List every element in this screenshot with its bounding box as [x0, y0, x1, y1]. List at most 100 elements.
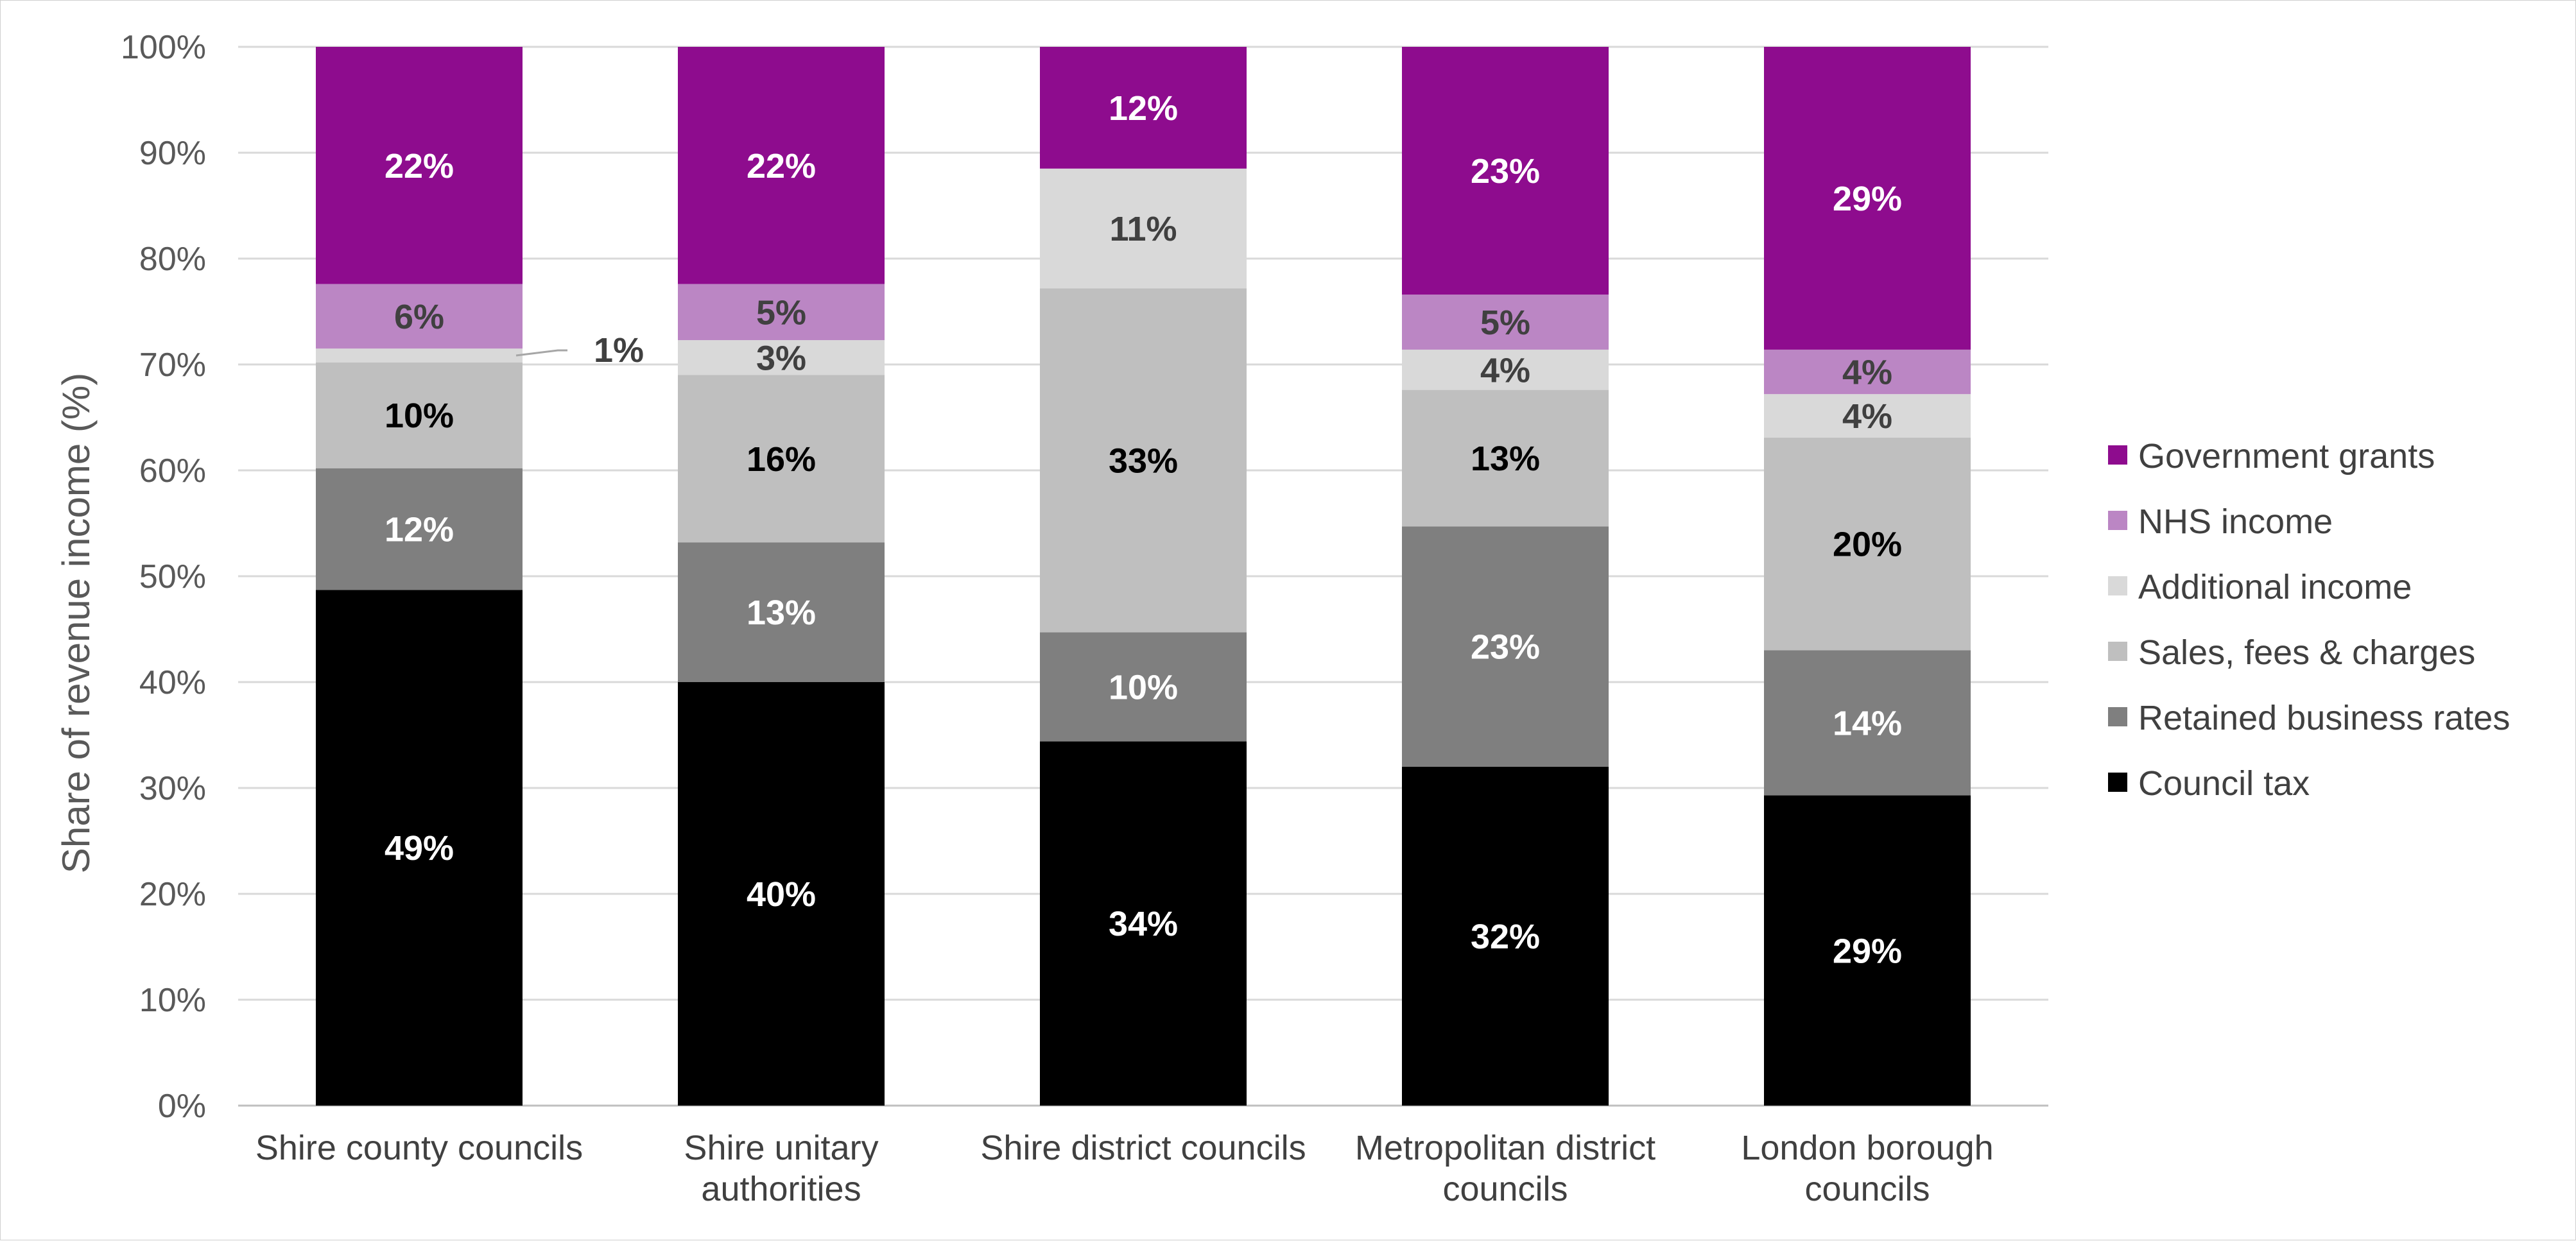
category-label: Metropolitan district councils	[1355, 1129, 1655, 1208]
bar-segment	[678, 375, 885, 543]
legend-label: Additional income	[2138, 568, 2412, 606]
y-tick-label: 60%	[139, 452, 206, 490]
bar-segment	[316, 47, 523, 284]
category-label-line: authorities	[701, 1170, 861, 1208]
bar-segment	[1402, 295, 1609, 350]
bar-segment	[316, 284, 523, 349]
data-label: 23%	[1471, 628, 1540, 667]
bar-segment	[678, 542, 885, 682]
data-label: 12%	[385, 511, 454, 549]
bar-segment	[1764, 650, 1971, 796]
bar-segment	[1402, 47, 1609, 295]
bar-segment	[316, 468, 523, 590]
data-label: 6%	[394, 298, 444, 336]
bar-segment	[1040, 168, 1247, 289]
bar-segment	[678, 340, 885, 375]
data-labels: 49% 12% 10% 1% 6% 22% 40% 13% 16% 3% 5% 22% 34% 10% 33…	[385, 89, 1902, 970]
bar-segment	[316, 590, 523, 1106]
y-tick-label: 80%	[139, 241, 206, 278]
y-tick-label: 100%	[121, 29, 206, 66]
y-tick-label: 10%	[139, 982, 206, 1019]
data-label: 49%	[385, 829, 454, 868]
y-axis-ticks: 0% 10% 20% 30% 40% 50% 60% 70% 80% 90% 100%	[121, 29, 206, 1125]
bar-segment	[1764, 795, 1971, 1106]
legend-swatch	[2108, 445, 2127, 465]
data-label: 32%	[1471, 918, 1540, 956]
legend-swatch	[2108, 773, 2127, 792]
bar-segment	[316, 348, 523, 363]
y-tick-label: 70%	[139, 347, 206, 384]
data-label: 12%	[1109, 89, 1178, 128]
category-label: Shire county councils	[255, 1129, 583, 1167]
data-label: 4%	[1842, 354, 1892, 392]
data-label: 33%	[1109, 441, 1178, 480]
legend-swatch	[2108, 642, 2127, 661]
bar-segment	[1040, 288, 1247, 633]
legend-label: Council tax	[2138, 764, 2310, 803]
data-label: 34%	[1109, 905, 1178, 943]
data-label: 4%	[1842, 397, 1892, 436]
data-label: 13%	[747, 594, 816, 632]
data-label: 29%	[1833, 180, 1902, 218]
bars	[316, 47, 1971, 1106]
bar-segment	[678, 682, 885, 1106]
data-label: 5%	[1480, 304, 1530, 342]
y-tick-label: 0%	[158, 1088, 206, 1125]
y-tick-label: 50%	[139, 558, 206, 595]
legend-swatch	[2108, 576, 2127, 595]
legend-label: Government grants	[2138, 437, 2435, 475]
data-label: 40%	[747, 875, 816, 914]
y-tick-label: 90%	[139, 135, 206, 172]
category-label-line: Shire unitary	[684, 1129, 878, 1167]
bar-segment	[1402, 767, 1609, 1106]
bar-segment	[316, 362, 523, 468]
bar-segment	[1402, 389, 1609, 527]
category-label-line: London borough	[1741, 1129, 1993, 1167]
legend-label: Sales, fees & charges	[2138, 633, 2475, 672]
data-label: 10%	[385, 397, 454, 435]
data-label: 13%	[1471, 440, 1540, 478]
data-label: 4%	[1480, 351, 1530, 389]
data-label: 20%	[1833, 526, 1902, 564]
bar-segment	[1040, 632, 1247, 742]
bar-segment	[1402, 349, 1609, 390]
data-label: 11%	[1109, 210, 1177, 248]
category-label-line: Shire county councils	[255, 1129, 583, 1167]
category-label: London borough councils	[1741, 1129, 1993, 1208]
bar-segment	[1040, 741, 1247, 1106]
bar-segment	[1040, 47, 1247, 169]
bar-segment	[1402, 526, 1609, 767]
category-label: Shire district councils	[980, 1129, 1306, 1167]
category-label-line: councils	[1442, 1170, 1568, 1208]
data-label: 29%	[1833, 932, 1902, 970]
category-label-line: Shire district councils	[980, 1129, 1306, 1167]
bar-segment	[1764, 394, 1971, 438]
category-label: Shire unitary authorities	[684, 1129, 878, 1208]
bar-segment	[1764, 437, 1971, 651]
leader-line	[515, 349, 567, 357]
bar-segment	[1764, 47, 1971, 350]
legend-swatch	[2108, 707, 2127, 726]
y-tick-label: 20%	[139, 876, 206, 913]
data-label: 23%	[1471, 152, 1540, 191]
legend-label: Retained business rates	[2138, 699, 2510, 737]
data-label: 22%	[747, 147, 816, 185]
data-label: 1%	[594, 331, 644, 370]
category-labels: Shire county councils Shire unitary author…	[255, 1129, 1994, 1208]
legend: Government grants NHS income Additional in…	[2108, 437, 2510, 803]
data-label: 22%	[385, 147, 454, 185]
y-tick-label: 30%	[139, 770, 206, 807]
bar-segment	[678, 284, 885, 341]
data-label: 10%	[1109, 668, 1178, 706]
bar-segment	[678, 47, 885, 284]
data-label: 5%	[756, 293, 806, 332]
data-label: 3%	[756, 339, 806, 377]
y-axis-label: Share of revenue income (%)	[55, 373, 98, 873]
data-label: 16%	[747, 440, 816, 479]
y-tick-label: 40%	[139, 664, 206, 701]
category-label-line: Metropolitan district	[1355, 1129, 1655, 1167]
data-label: 14%	[1833, 705, 1902, 743]
legend-label: NHS income	[2138, 502, 2333, 541]
category-label-line: councils	[1804, 1170, 1930, 1208]
